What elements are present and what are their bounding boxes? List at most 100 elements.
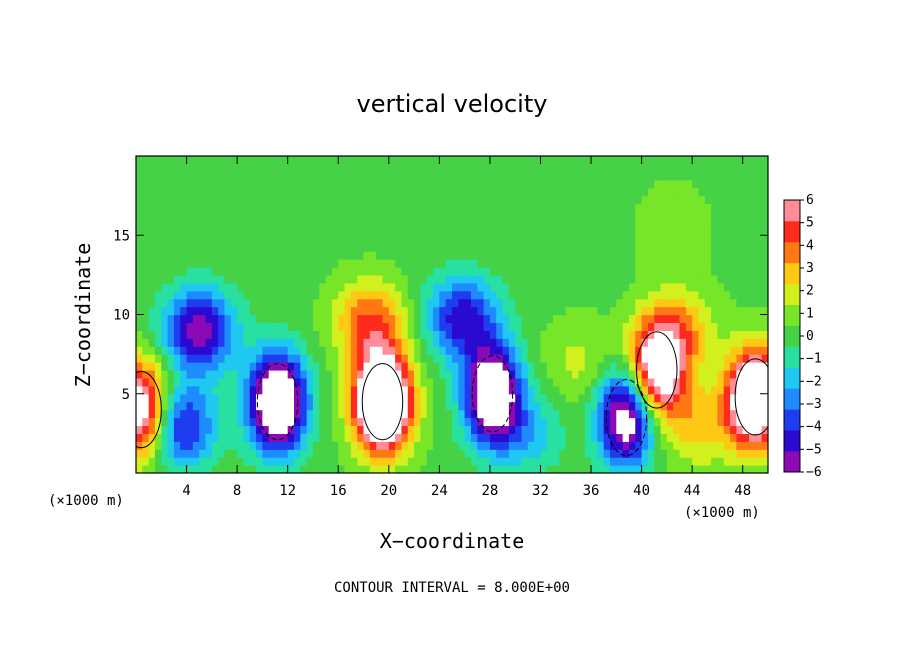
heatmap-cell (382, 330, 390, 339)
heatmap-cell (414, 354, 421, 363)
heatmap-cell (407, 266, 415, 276)
heatmap-cell (426, 274, 434, 284)
heatmap-cell (167, 385, 175, 395)
heatmap-cell (331, 203, 339, 213)
heatmap-cell (382, 449, 390, 458)
heatmap-cell (382, 163, 390, 173)
heatmap-cell (256, 290, 263, 300)
heatmap-cell (344, 259, 352, 268)
heatmap-cell (654, 409, 662, 419)
heatmap-cell (704, 441, 712, 450)
heatmap-cell (477, 274, 485, 284)
heatmap-cell (679, 235, 687, 244)
heatmap-cell (173, 362, 181, 371)
heatmap-cell (559, 465, 567, 473)
heatmap-cell (426, 369, 434, 379)
heatmap-cell (723, 227, 731, 236)
heatmap-cell (622, 298, 630, 308)
heatmap-cell (603, 322, 611, 331)
heatmap-cell (578, 354, 586, 363)
heatmap-cell (654, 298, 662, 308)
heatmap-cell (344, 171, 352, 181)
x-axis-label: X−coordinate (380, 529, 525, 553)
colorbar-swatch (784, 451, 800, 473)
heatmap-cell (534, 314, 542, 324)
heatmap-cell (591, 187, 598, 197)
heatmap-cell (300, 243, 308, 252)
heatmap-cell (717, 449, 725, 458)
heatmap-cell (363, 187, 371, 197)
heatmap-cell (464, 156, 472, 165)
heatmap-cell (704, 227, 712, 236)
heatmap-cell (502, 282, 510, 292)
heatmap-cell (673, 338, 681, 347)
heatmap-cell (553, 314, 561, 324)
heatmap-cell (395, 369, 403, 379)
contour-positive (636, 331, 678, 409)
heatmap-cell (312, 322, 320, 331)
heatmap-cell (376, 425, 384, 434)
heatmap-cell (414, 179, 421, 189)
heatmap-cell (325, 195, 333, 205)
heatmap-cell (312, 298, 320, 308)
heatmap-cell (578, 156, 586, 165)
heatmap-cell (325, 409, 333, 419)
heatmap-cell (458, 298, 466, 308)
heatmap-cell (180, 425, 188, 434)
heatmap-cell (237, 306, 245, 316)
heatmap-cell (142, 330, 150, 339)
heatmap-cell (331, 306, 339, 316)
heatmap-cell (211, 425, 219, 434)
heatmap-cell (584, 203, 592, 213)
heatmap-cell (230, 259, 238, 268)
heatmap-cell (698, 417, 706, 427)
heatmap-cell (445, 362, 453, 371)
heatmap-cell (452, 465, 459, 473)
heatmap-cell (218, 330, 226, 339)
heatmap-cell (628, 465, 636, 473)
heatmap-cell (578, 163, 586, 173)
heatmap-cell (553, 171, 561, 181)
heatmap-cell (407, 441, 415, 450)
heatmap-cell (218, 433, 226, 442)
heatmap-cell (704, 425, 712, 434)
heatmap-cell (382, 187, 390, 197)
heatmap-cell (180, 433, 188, 442)
heatmap-cell (426, 156, 434, 165)
heatmap-cell (306, 385, 314, 395)
heatmap-cell (395, 203, 403, 213)
heatmap-cell (597, 369, 605, 379)
heatmap-cell (382, 195, 390, 205)
heatmap-cell (268, 219, 276, 228)
heatmap-cell (654, 227, 662, 236)
heatmap-cell (192, 179, 200, 189)
heatmap-cell (717, 203, 725, 213)
heatmap-cell (641, 354, 649, 363)
heatmap-cell (287, 187, 295, 197)
heatmap-cell (622, 306, 630, 316)
heatmap-cell (546, 409, 554, 419)
heatmap-cell (344, 369, 352, 379)
heatmap-cell (262, 401, 270, 411)
heatmap-cell (755, 298, 763, 308)
heatmap-cell (211, 203, 219, 213)
heatmap-cell (407, 425, 415, 434)
heatmap-cell (414, 409, 421, 419)
heatmap-cell (325, 457, 333, 466)
heatmap-cell (452, 306, 459, 316)
heatmap-cell (685, 259, 693, 268)
heatmap-cell (628, 330, 636, 339)
heatmap-cell (142, 251, 150, 260)
heatmap-cell (338, 465, 346, 473)
heatmap-cell (755, 425, 763, 434)
heatmap-cell (230, 354, 238, 363)
heatmap-cell (192, 465, 200, 473)
heatmap-cell (331, 354, 339, 363)
heatmap-cell (167, 377, 175, 387)
heatmap-cell (262, 290, 270, 300)
heatmap-cell (350, 346, 358, 355)
heatmap-cell (515, 441, 523, 450)
heatmap-cell (477, 393, 485, 403)
heatmap-cell (458, 322, 466, 331)
heatmap-cell (660, 235, 668, 244)
